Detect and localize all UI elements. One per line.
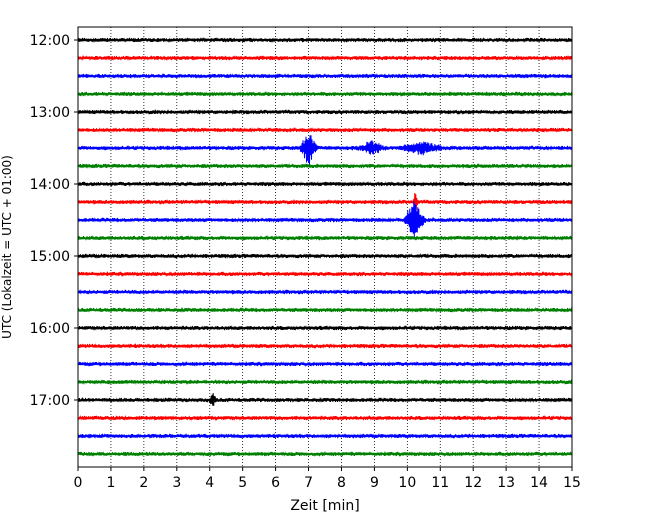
seismic-trace-1700 [77,393,573,406]
y-tick-label: 17:00 [30,393,70,409]
x-tick-label: 11 [431,475,449,491]
x-tick-label: 3 [172,475,181,491]
seismic-trace-1430 [77,201,573,238]
x-tick-label: 13 [497,475,515,491]
seismic-trace-1600 [77,324,573,331]
plot-frame [77,26,573,468]
y-axis-label: UTC (Lokalzeit = UTC + 01:00) [0,155,14,339]
x-tick-label: 15 [563,475,581,491]
seismic-trace-1645 [77,379,573,385]
seismic-trace-1400 [77,181,573,188]
y-tick-label: 15:00 [30,249,70,265]
seismic-trace-1745 [77,451,573,458]
x-tick-label: 0 [74,475,83,491]
seismic-trace-1715 [77,414,573,422]
seismic-trace-1500 [77,253,573,260]
grid-lines [110,27,540,467]
seismic-trace-1200 [77,36,573,44]
y-tick-label: 12:00 [30,33,70,49]
x-axis-label: Zeit [min] [290,498,359,514]
x-tick-label: 7 [304,475,313,491]
seismic-trace-1415 [77,192,573,212]
seismic-trace-1530 [77,289,573,295]
seismic-traces [77,36,573,458]
x-tick-label: 10 [398,475,416,491]
seismic-trace-1345 [77,162,573,170]
x-tick-label: 9 [370,475,379,491]
y-tick-label: 13:00 [30,105,70,121]
x-tick-label: 14 [530,475,548,491]
seismic-trace-1330 [77,135,573,165]
seismic-trace-1315 [77,126,573,134]
x-tick-label: 12 [464,475,482,491]
seismic-trace-1630 [77,361,573,368]
seismic-trace-1230 [77,72,573,79]
x-tick-label: 6 [271,475,280,491]
x-tick-label: 8 [337,475,346,491]
seismic-trace-1615 [77,343,573,350]
y-tick-label: 16:00 [30,321,70,337]
y-axis-ticks: 12:00 13:00 14:00 15:00 16:00 17:00 [30,33,78,409]
seismic-trace-1215 [77,55,573,62]
seismic-trace-1300 [77,109,573,116]
seismic-trace-1445 [77,234,573,241]
x-tick-label: 5 [238,475,247,491]
x-axis-ticks: 0 1 2 3 4 5 6 7 8 9 10 11 12 13 14 15 [74,467,581,491]
x-tick-label: 2 [139,475,148,491]
seismic-trace-1245 [77,91,573,97]
seismic-trace-1730 [77,433,573,440]
x-tick-label: 1 [106,475,115,491]
seismic-trace-1515 [77,271,573,278]
x-tick-label: 4 [205,475,214,491]
seismic-trace-1545 [77,306,573,314]
y-tick-label: 14:00 [30,177,70,193]
